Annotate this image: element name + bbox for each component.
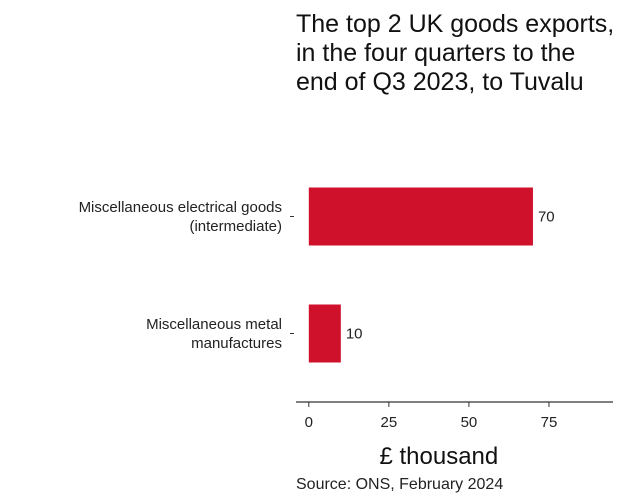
x-tick-label-0: 0 xyxy=(305,414,313,431)
category-label-1-line-1: manufactures xyxy=(191,335,282,352)
value-label-0: 70 xyxy=(538,209,555,226)
category-label-1-line-0: Miscellaneous metal xyxy=(146,316,282,333)
x-tick-label-2: 50 xyxy=(461,414,478,431)
category-label-0-line-0: Miscellaneous electrical goods xyxy=(79,199,282,216)
chart-title: The top 2 UK goods exports, in the four … xyxy=(296,10,615,96)
x-tick-label-3: 75 xyxy=(541,414,558,431)
x-tick-label-1: 25 xyxy=(381,414,398,431)
bar-1 xyxy=(308,304,341,363)
value-label-1: 10 xyxy=(346,326,363,343)
x-axis-title: £ thousand xyxy=(379,443,498,470)
bar-0 xyxy=(308,187,533,246)
category-label-0-line-1: (intermediate) xyxy=(189,218,282,235)
source-note: Source: ONS, February 2024 xyxy=(296,476,504,493)
